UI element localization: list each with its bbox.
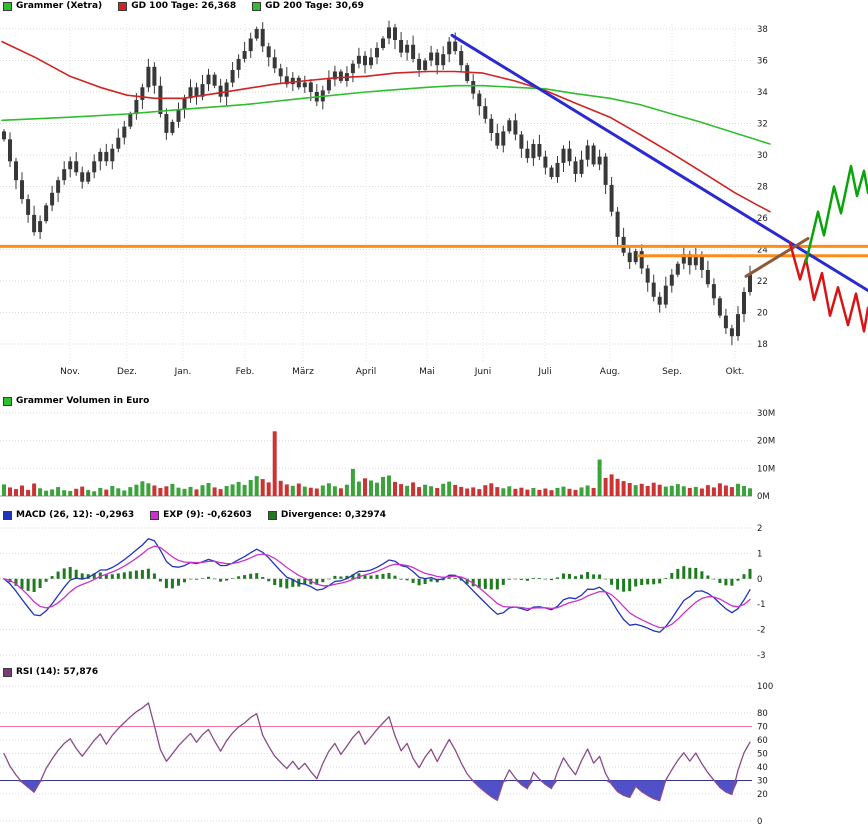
svg-text:Dez.: Dez. xyxy=(117,367,137,377)
gd100-series-swatch-icon xyxy=(118,1,128,11)
volume-chart-canvas: 30M 20M 10M 0M xyxy=(0,409,775,502)
svg-text:30: 30 xyxy=(757,151,768,161)
svg-text:20M: 20M xyxy=(757,437,775,447)
divergence-series-label: Divergence: 0,32974 xyxy=(280,510,387,520)
legend-item-gd200: GD 200 Tage: 30,69 xyxy=(252,1,364,11)
macd-legend: MACD (26, 12): -0,2963 EXP (9): -0,62603… xyxy=(3,510,386,520)
legend-item-gd100: GD 100 Tage: 26,368 xyxy=(118,1,236,11)
svg-text:40: 40 xyxy=(757,763,768,773)
divergence-series-swatch-icon xyxy=(267,510,277,520)
svg-text:60: 60 xyxy=(757,736,768,746)
svg-text:April: April xyxy=(356,367,377,377)
svg-text:32: 32 xyxy=(757,120,768,130)
svg-text:Aug.: Aug. xyxy=(600,367,620,377)
svg-text:0M: 0M xyxy=(757,492,770,502)
volume-series-label: Grammer Volumen in Euro xyxy=(16,396,150,406)
legend-item-grammer: Grammer (Xetra) xyxy=(3,1,102,11)
macd-series-label: MACD (26, 12): -0,2963 xyxy=(16,510,135,520)
svg-text:26: 26 xyxy=(757,214,768,224)
rsi-series-swatch-icon xyxy=(3,667,12,677)
exp-series-swatch-icon xyxy=(150,510,160,520)
svg-text:-2: -2 xyxy=(757,626,765,636)
svg-text:24: 24 xyxy=(757,246,768,256)
svg-text:Feb.: Feb. xyxy=(236,367,255,377)
svg-text:80: 80 xyxy=(757,709,768,719)
svg-text:20: 20 xyxy=(757,309,768,319)
svg-text:Sep.: Sep. xyxy=(662,367,682,377)
svg-text:18: 18 xyxy=(757,340,768,350)
legend-item-rsi: RSI (14): 57,876 xyxy=(3,667,98,677)
gd200-series-label: GD 200 Tage: 30,69 xyxy=(265,1,364,11)
svg-text:34: 34 xyxy=(757,88,768,98)
svg-text:-1: -1 xyxy=(757,600,765,610)
grammer-series-swatch-icon xyxy=(3,1,12,11)
grammer-series-label: Grammer (Xetra) xyxy=(16,1,103,11)
svg-text:36: 36 xyxy=(757,57,768,67)
svg-text:50: 50 xyxy=(757,750,768,760)
svg-text:Juli: Juli xyxy=(537,367,551,377)
svg-text:22: 22 xyxy=(757,277,768,287)
svg-text:38: 38 xyxy=(757,25,768,35)
svg-text:2: 2 xyxy=(757,524,762,534)
gd200-series-swatch-icon xyxy=(252,1,262,11)
svg-text:Nov.: Nov. xyxy=(60,367,80,377)
svg-text:März: März xyxy=(292,367,314,377)
macd-chart-canvas: 2 1 0 -1 -2 -3 xyxy=(0,524,765,661)
rsi-legend: RSI (14): 57,876 xyxy=(3,667,98,677)
svg-text:100: 100 xyxy=(757,682,773,692)
volume-series-swatch-icon xyxy=(3,396,12,406)
svg-text:0: 0 xyxy=(757,575,762,585)
svg-text:10M: 10M xyxy=(757,464,775,474)
svg-text:30M: 30M xyxy=(757,409,775,419)
macd-series-swatch-icon xyxy=(3,510,12,520)
price-legend: Grammer (Xetra) GD 100 Tage: 26,368 GD 2… xyxy=(3,1,364,11)
svg-text:-3: -3 xyxy=(757,651,765,661)
svg-text:28: 28 xyxy=(757,183,768,193)
svg-text:1: 1 xyxy=(757,549,762,559)
svg-text:Juni: Juni xyxy=(474,367,492,377)
svg-text:30: 30 xyxy=(757,777,768,787)
svg-text:20: 20 xyxy=(757,790,768,800)
rsi-chart-canvas: 100 80 70 60 50 40 30 20 0 xyxy=(0,682,773,827)
legend-item-macd: MACD (26, 12): -0,2963 xyxy=(3,510,134,520)
svg-text:0: 0 xyxy=(757,817,762,827)
legend-item-exp: EXP (9): -0,62603 xyxy=(150,510,252,520)
price-chart-canvas: 38 36 34 32 30 28 26 24 22 20 18 Nov. Dez. Jan. Feb. Mä… xyxy=(0,20,868,377)
volume-legend: Grammer Volumen in Euro xyxy=(3,396,149,406)
legend-item-divergence: Divergence: 0,32974 xyxy=(267,510,387,520)
svg-text:70: 70 xyxy=(757,723,768,733)
svg-text:Okt.: Okt. xyxy=(726,367,745,377)
rsi-series-label: RSI (14): 57,876 xyxy=(16,667,99,677)
gd100-series-label: GD 100 Tage: 26,368 xyxy=(131,1,237,11)
legend-item-volume: Grammer Volumen in Euro xyxy=(3,396,149,406)
svg-text:Jan.: Jan. xyxy=(174,367,192,377)
svg-text:Mai: Mai xyxy=(419,367,435,377)
exp-series-label: EXP (9): -0,62603 xyxy=(163,510,252,520)
